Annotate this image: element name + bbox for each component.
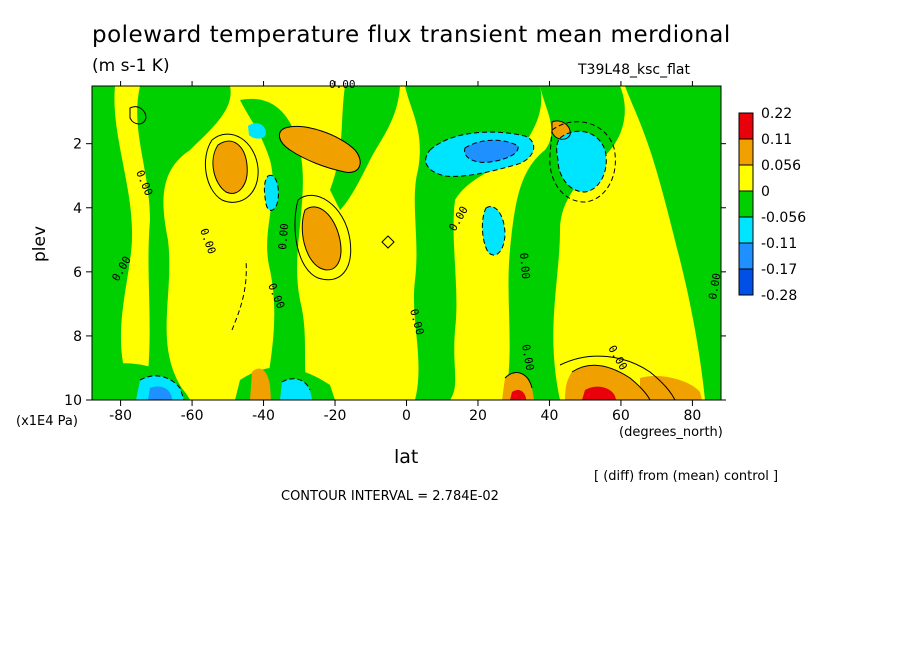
- cyan-core-5: [248, 123, 266, 139]
- colorbar-label: -0.28: [761, 288, 797, 304]
- neg-region-sw-1: [137, 86, 231, 400]
- y-tick-label: 10: [64, 393, 82, 409]
- contour-label: 0.00: [517, 252, 532, 280]
- y-axis-unit: (x1E4 Pa): [16, 414, 78, 429]
- contour-lines-negative: [139, 121, 616, 400]
- neg-region-west: [92, 86, 135, 400]
- colorbar-swatch: [738, 164, 754, 192]
- y-axis-title: plev: [30, 225, 50, 262]
- red-core-1: [582, 386, 616, 400]
- blue-core-1: [464, 140, 519, 163]
- x-tick-label: -60: [181, 408, 204, 424]
- x-axis: -80 -60 -40 -20 0 20 40 60 80: [109, 81, 701, 424]
- y-tick-label: 2: [73, 137, 82, 153]
- colorbar-swatch: [738, 242, 754, 270]
- x-tick-label: -40: [252, 408, 275, 424]
- colorbar-swatch: [738, 216, 754, 244]
- y-axis: 2 4 6 8 10: [64, 137, 726, 409]
- pos-blob-8: [640, 375, 702, 400]
- pos-blob-1: [212, 141, 248, 194]
- pos-blob-7: [250, 368, 271, 400]
- x-tick-label: 20: [469, 408, 487, 424]
- x-tick-label: 80: [683, 408, 701, 424]
- neg-region-far-east: [625, 86, 721, 400]
- colorbar-label: 0.22: [761, 106, 792, 122]
- blue-core-2: [148, 386, 172, 400]
- run-label: T39L48_ksc_flat: [578, 62, 690, 78]
- contour-label: 0.00: [706, 272, 723, 300]
- x-axis-title: lat: [394, 446, 419, 468]
- y-tick-label: 4: [73, 201, 82, 217]
- chart-units: (m s-1 K): [92, 56, 170, 76]
- x-tick-label: 0: [402, 408, 411, 424]
- x-tick-label: 40: [541, 408, 559, 424]
- contour-lines: [129, 106, 676, 400]
- neg-region-sw-2: [240, 98, 310, 400]
- colorbar-swatch: [738, 190, 754, 218]
- contour-label: 0.00: [329, 78, 356, 91]
- colorbar-label: 0.056: [761, 158, 801, 174]
- colorbar-swatch: [738, 268, 754, 296]
- colorbar-label: -0.17: [761, 262, 797, 278]
- cyan-core-3: [482, 206, 505, 256]
- colorbar-label: -0.11: [761, 236, 797, 252]
- y-tick-label: 8: [73, 329, 82, 345]
- contour-field: [92, 86, 721, 400]
- pos-blob-3: [302, 206, 341, 270]
- colorbar-swatch: [738, 112, 754, 140]
- contour-label: 0.00: [519, 343, 536, 371]
- x-tick-label: 60: [612, 408, 630, 424]
- diff-note: [ (diff) from (mean) control ]: [594, 469, 779, 484]
- contour-interval: CONTOUR INTERVAL = 2.784E-02: [281, 489, 499, 504]
- cyan-core-4: [264, 175, 279, 211]
- colorbar: 0.22 0.11 0.056 0 -0.056 -0.11 -0.17 -0.28: [738, 106, 806, 304]
- contour-label: 0.00: [276, 223, 291, 251]
- neg-region-mid: [330, 86, 400, 210]
- x-tick-label: -20: [324, 408, 347, 424]
- colorbar-swatch: [738, 138, 754, 166]
- cyan-core-2: [556, 131, 607, 192]
- x-axis-unit: (degrees_north): [619, 425, 723, 440]
- red-core-2: [510, 390, 526, 400]
- cyan-core-7: [280, 378, 312, 400]
- pos-blob-2: [279, 126, 361, 173]
- x-tick-label: -80: [109, 408, 132, 424]
- chart-title: poleward temperature flux transient mean…: [92, 22, 731, 48]
- colorbar-label: 0.11: [761, 132, 792, 148]
- y-tick-label: 6: [73, 265, 82, 281]
- colorbar-label: 0: [761, 184, 770, 200]
- pos-blob-6: [502, 372, 534, 400]
- colorbar-label: -0.056: [761, 210, 806, 226]
